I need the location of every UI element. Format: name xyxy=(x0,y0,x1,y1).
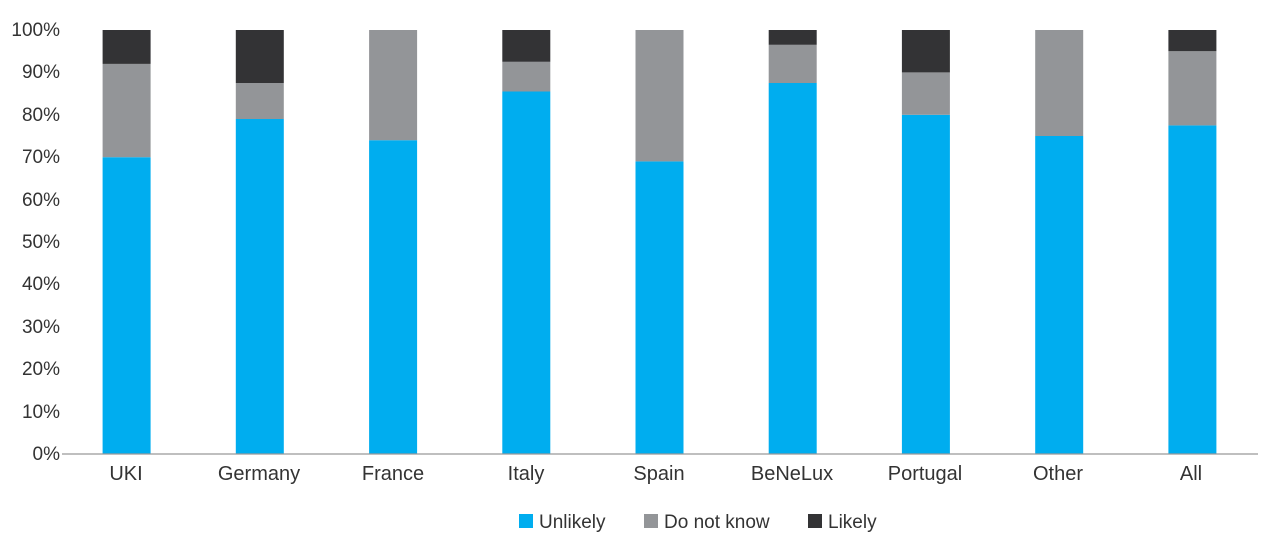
legend-swatch-unlikely xyxy=(519,514,533,528)
y-tick-label: 70% xyxy=(22,147,60,168)
y-tick-label: 90% xyxy=(22,62,60,83)
x-category-label: Italy xyxy=(508,463,545,485)
x-axis: UKI Germany France Italy Spain BeNeLux P… xyxy=(109,463,1202,485)
x-category-label: Spain xyxy=(633,463,684,485)
x-category-label: UKI xyxy=(109,463,142,485)
y-tick-label: 60% xyxy=(22,190,60,211)
bar-segment-likely xyxy=(502,30,551,62)
y-tick-label: 100% xyxy=(11,20,60,41)
bar-segment-unlikely xyxy=(102,157,151,454)
bar-segment-do-not-know xyxy=(502,61,551,92)
bar-segment-unlikely xyxy=(369,140,418,454)
legend-label-do-not-know: Do not know xyxy=(664,512,770,533)
bar-segment-likely xyxy=(768,30,817,45)
x-category-label: Portugal xyxy=(888,463,963,485)
y-tick-label: 80% xyxy=(22,105,60,126)
bar-segment-unlikely xyxy=(1168,125,1217,455)
legend-swatch-likely xyxy=(808,514,822,528)
bars-group xyxy=(102,30,1217,455)
y-tick-label: 10% xyxy=(22,402,60,423)
y-tick-label: 20% xyxy=(22,359,60,380)
legend-item-likely: Likely xyxy=(808,512,877,533)
y-tick-label: 40% xyxy=(22,274,60,295)
y-axis: 0% 10% 20% 30% 40% 50% 60% 70% 80% 90% 1… xyxy=(11,20,60,465)
bar-segment-do-not-know xyxy=(102,63,151,158)
y-tick-label: 50% xyxy=(22,232,60,253)
bar-segment-do-not-know xyxy=(1035,30,1084,136)
bar-segment-unlikely xyxy=(235,119,284,454)
legend-item-unlikely: Unlikely xyxy=(519,512,606,533)
legend-swatch-do-not-know xyxy=(644,514,658,528)
bar-segment-likely xyxy=(235,30,284,83)
bar-segment-likely xyxy=(901,30,950,73)
x-category-label: Other xyxy=(1033,463,1083,485)
bar-segment-unlikely xyxy=(635,161,684,454)
bar-segment-do-not-know xyxy=(369,30,418,141)
y-tick-label: 0% xyxy=(33,444,61,465)
bar-segment-unlikely xyxy=(768,83,817,454)
legend-label-likely: Likely xyxy=(828,512,877,533)
bar-segment-do-not-know xyxy=(901,72,950,115)
bar-segment-do-not-know xyxy=(768,44,817,83)
bar-segment-do-not-know xyxy=(1168,51,1217,126)
x-category-label: France xyxy=(362,463,424,485)
x-category-label: BeNeLux xyxy=(751,463,833,485)
y-tick-label: 30% xyxy=(22,317,60,338)
x-category-label: Germany xyxy=(218,463,300,485)
bar-segment-unlikely xyxy=(1035,136,1084,454)
legend-item-do-not-know: Do not know xyxy=(644,512,770,533)
bar-segment-do-not-know xyxy=(235,83,284,119)
legend-label-unlikely: Unlikely xyxy=(539,512,606,533)
bar-segment-do-not-know xyxy=(635,30,684,162)
bar-segment-unlikely xyxy=(901,114,950,455)
bar-segment-likely xyxy=(102,30,151,64)
bar-segment-unlikely xyxy=(502,91,551,454)
bar-segment-likely xyxy=(1168,30,1217,52)
x-category-label: All xyxy=(1180,463,1202,485)
legend: Unlikely Do not know Likely xyxy=(519,512,877,533)
